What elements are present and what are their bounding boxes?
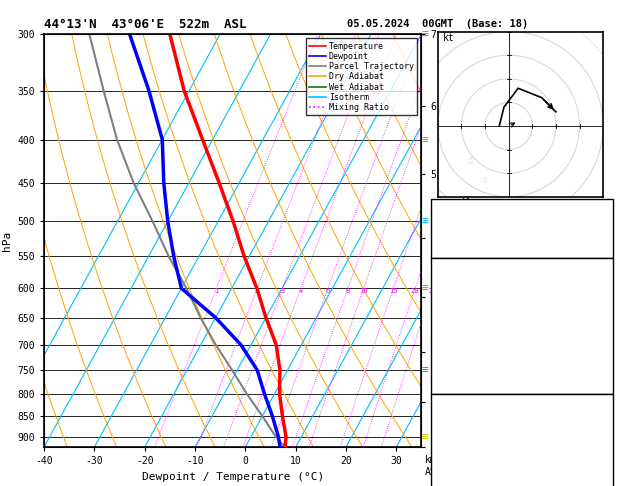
- Text: 8: 8: [604, 340, 611, 350]
- Text: 10: 10: [359, 288, 368, 295]
- Text: ☃: ☃: [467, 156, 474, 166]
- Text: 650: 650: [592, 418, 611, 428]
- Text: 4: 4: [299, 288, 303, 295]
- Text: 25: 25: [428, 288, 437, 295]
- Text: ≡: ≡: [421, 29, 428, 39]
- Text: Lifted Index: Lifted Index: [434, 457, 509, 467]
- Text: Most Unstable: Most Unstable: [481, 399, 563, 408]
- Text: ≡: ≡: [421, 283, 428, 294]
- Text: ≡: ≡: [421, 135, 428, 144]
- Text: Temp (°C): Temp (°C): [434, 282, 490, 292]
- Text: 2: 2: [604, 379, 611, 389]
- Text: Mixing Ratio (g/kg): Mixing Ratio (g/kg): [462, 185, 472, 296]
- Text: 15: 15: [389, 288, 398, 295]
- Text: 6.9: 6.9: [592, 301, 611, 311]
- Text: 44°13'N  43°06'E  522m  ASL: 44°13'N 43°06'E 522m ASL: [44, 18, 247, 32]
- X-axis label: Dewpoint / Temperature (°C): Dewpoint / Temperature (°C): [142, 472, 324, 482]
- Text: 05.05.2024  00GMT  (Base: 18): 05.05.2024 00GMT (Base: 18): [347, 19, 528, 30]
- Text: Dewp (°C): Dewp (°C): [434, 301, 490, 311]
- Text: kt: kt: [443, 33, 454, 43]
- Text: Pressure (mb): Pressure (mb): [434, 418, 515, 428]
- Text: km
ASL: km ASL: [425, 455, 443, 477]
- Text: θₑ(K): θₑ(K): [434, 321, 465, 330]
- Text: © weatheronline.co.uk: © weatheronline.co.uk: [465, 473, 579, 482]
- Text: Surface: Surface: [500, 262, 544, 272]
- Text: 7.9: 7.9: [592, 282, 611, 292]
- Text: ≡: ≡: [421, 432, 428, 442]
- Text: 2: 2: [604, 457, 611, 467]
- Text: CIN (J): CIN (J): [434, 379, 478, 389]
- Text: 8: 8: [346, 288, 350, 295]
- Text: 303: 303: [592, 321, 611, 330]
- Text: CAPE (J): CAPE (J): [434, 476, 484, 486]
- Text: 0: 0: [604, 360, 611, 369]
- Text: ☃: ☃: [482, 175, 487, 185]
- Text: 312: 312: [592, 437, 611, 447]
- Text: θₑ (K): θₑ (K): [434, 437, 472, 447]
- Text: 41: 41: [598, 224, 611, 233]
- Text: 1: 1: [214, 288, 218, 295]
- Text: Lifted Index: Lifted Index: [434, 340, 509, 350]
- Text: 1.9: 1.9: [592, 243, 611, 253]
- Text: PW (cm): PW (cm): [434, 243, 478, 253]
- Text: 0: 0: [604, 476, 611, 486]
- Text: ≡: ≡: [421, 216, 428, 226]
- Text: 22: 22: [598, 204, 611, 214]
- Legend: Temperature, Dewpoint, Parcel Trajectory, Dry Adiabat, Wet Adiabat, Isotherm, Mi: Temperature, Dewpoint, Parcel Trajectory…: [306, 38, 417, 115]
- Text: 3: 3: [280, 288, 284, 295]
- Y-axis label: hPa: hPa: [2, 230, 12, 251]
- Text: 20: 20: [411, 288, 420, 295]
- Text: 2: 2: [255, 288, 259, 295]
- Text: K: K: [434, 204, 440, 214]
- Text: Totals Totals: Totals Totals: [434, 224, 515, 233]
- Text: 6: 6: [326, 288, 330, 295]
- Text: CAPE (J): CAPE (J): [434, 360, 484, 369]
- Text: ≡: ≡: [421, 365, 428, 375]
